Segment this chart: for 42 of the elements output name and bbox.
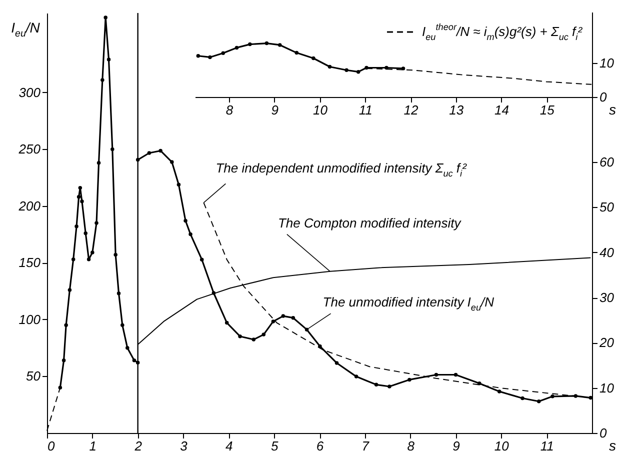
y-tick-label: 50: [600, 200, 615, 215]
annotation: The Compton modified intensity: [278, 215, 462, 230]
x-tick-label: 11: [358, 102, 372, 118]
y2-axis-title: I$_{eu}$/N: [11, 20, 41, 40]
annotation: The unmodified intensity I$_{eu}$/N: [322, 294, 495, 312]
x-tick-label: 0: [48, 438, 56, 454]
y2-tick-label: 100: [18, 312, 42, 327]
y-tick-label: 20: [598, 335, 615, 350]
y-tick-label: 10: [600, 56, 615, 70]
x-tick-label: 12: [404, 102, 420, 118]
x-tick-label: 3: [180, 438, 188, 454]
y2-tick-label: 50: [26, 368, 42, 384]
x-tick-label: 1: [89, 438, 97, 454]
x-tick-label: 4: [226, 438, 233, 454]
y-tick-label: 30: [600, 290, 615, 306]
x-tick-label: 2: [134, 438, 143, 454]
x-tick-label: 6: [316, 438, 324, 454]
x-tick-label: 7: [362, 438, 370, 454]
x-tick-label: 9: [452, 438, 460, 454]
y2-tick-label: 150: [18, 255, 42, 270]
y2-tick-label: 250: [18, 142, 42, 157]
x-axis-title: s: [609, 438, 616, 454]
x-tick-label: 8: [407, 438, 416, 454]
x-tick-label: 5: [270, 438, 279, 454]
y-tick-label: 10: [600, 380, 615, 396]
x-tick-label: 13: [449, 102, 464, 118]
y-tick-label: 40: [600, 244, 615, 260]
x-axis-title: s: [609, 102, 616, 118]
text: I$_{eu}$$^{theor}$/N ≈ i$_{m}$(s)g²(s) + Σ$_{uc}$ f$_{i}$²: [422, 22, 582, 42]
x-tick-label: 8: [226, 102, 234, 118]
y-tick-label: 0: [600, 426, 608, 440]
y2-tick-label: 200: [18, 198, 42, 214]
x-tick-label: 10: [313, 102, 328, 118]
y-tick-label: 60: [600, 154, 615, 170]
x-tick-label: 15: [540, 102, 556, 118]
x-tick-label: 11: [540, 438, 554, 454]
annotation: The independent unmodified intensity Σ$_{uc}$ f$_{i}$²: [216, 160, 468, 179]
y-tick-label: 0: [600, 90, 608, 104]
x-tick-label: 14: [494, 102, 509, 118]
y2-tick-label: 300: [18, 84, 42, 100]
x-tick-label: 10: [494, 438, 510, 454]
x-tick-label: 9: [271, 102, 279, 118]
